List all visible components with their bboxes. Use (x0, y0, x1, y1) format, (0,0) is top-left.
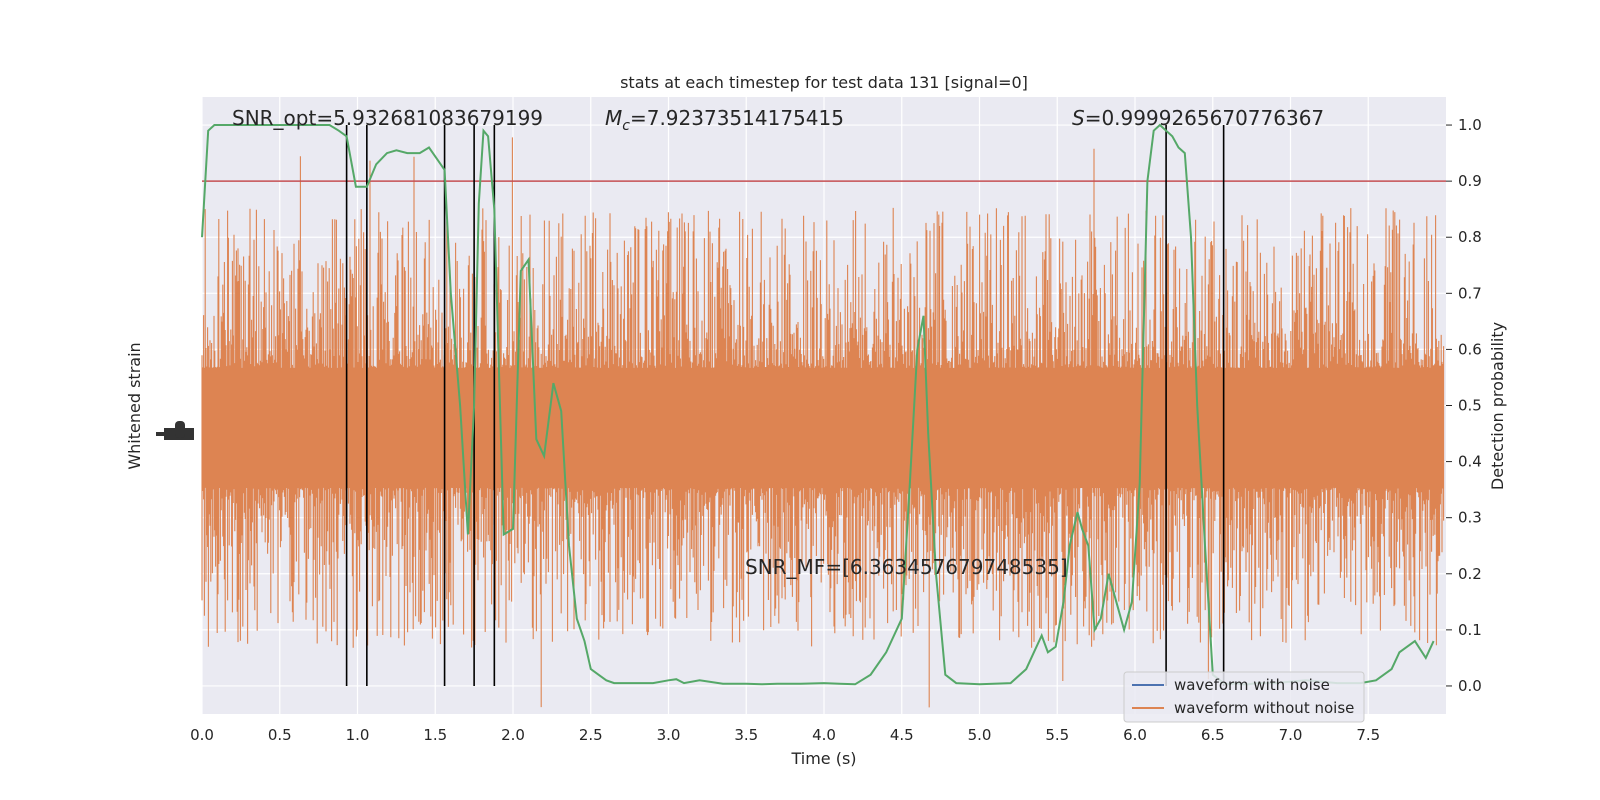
x-tick-label: 0.5 (268, 726, 292, 744)
chirp-mass-annotation: Mc=7.92373514175415 (605, 106, 844, 134)
x-tick-label: 1.0 (346, 726, 370, 744)
x-tick-label: 5.5 (1045, 726, 1069, 744)
legend-label-noise: waveform with noise (1174, 676, 1330, 694)
legend-label-clean: waveform without noise (1174, 699, 1354, 717)
x-tick-label: 2.0 (501, 726, 525, 744)
x-tick-label: 7.5 (1356, 726, 1380, 744)
y-tick-label: 0.5 (1458, 397, 1482, 415)
y-tick-label: 1.0 (1458, 116, 1482, 134)
y-tick-label: 0.7 (1458, 284, 1482, 302)
probability-line (201, 123, 1435, 686)
y-tick-label: 0.2 (1458, 565, 1482, 583)
x-tick-label: 2.5 (579, 726, 603, 744)
x-tick-label: 6.0 (1123, 726, 1147, 744)
strain-series (201, 137, 1445, 708)
x-tick-label: 7.0 (1279, 726, 1303, 744)
y-axis-left-label: Whitened strain (125, 342, 144, 469)
s-annotation: S=0.9999265670776367 (1072, 106, 1324, 130)
y-tick-label: 0.0 (1458, 677, 1482, 695)
y-tick-label: 0.6 (1458, 340, 1482, 358)
x-tick-label: 6.5 (1201, 726, 1225, 744)
x-tick-label: 5.0 (968, 726, 992, 744)
chart-title: stats at each timestep for test data 131… (620, 73, 1028, 92)
x-axis-label: Time (s) (790, 749, 856, 768)
x-tick-label: 4.5 (890, 726, 914, 744)
legend: waveform with noise waveform without noi… (1123, 671, 1365, 723)
y-tick-label: 0.8 (1458, 228, 1482, 246)
y-tick-label: 0.1 (1458, 621, 1482, 639)
x-axis: 0.0 0.5 1.0 1.5 2.0 2.5 3.0 3.5 4.0 4.5 5.0 5.5 6.0 6… (190, 726, 1380, 744)
snr-mf-annotation: SNR_MF=[6.363457679748535] (745, 555, 1068, 579)
detection-probability-series (201, 123, 1435, 686)
x-tick-label: 4.0 (812, 726, 836, 744)
snr-opt-annotation: SNR_opt=5.932681083679199 (232, 106, 543, 130)
x-tick-label: 3.5 (734, 726, 758, 744)
y-axis-right-label: Detection probability (1488, 322, 1507, 490)
x-tick-label: 3.0 (657, 726, 681, 744)
y-axis-right: 0.0 0.1 0.2 0.3 0.4 0.5 0.6 0.7 0.8 0.9 1.0 (1446, 116, 1482, 695)
y-tick-label: 0.9 (1458, 172, 1482, 190)
y-tick-label: 0.4 (1458, 453, 1482, 471)
x-tick-label: 0.0 (190, 726, 214, 744)
legend-box (1123, 671, 1365, 723)
y-tick-label: 0.3 (1458, 509, 1482, 527)
x-tick-label: 1.5 (423, 726, 447, 744)
left-tick-clutter (156, 421, 194, 440)
